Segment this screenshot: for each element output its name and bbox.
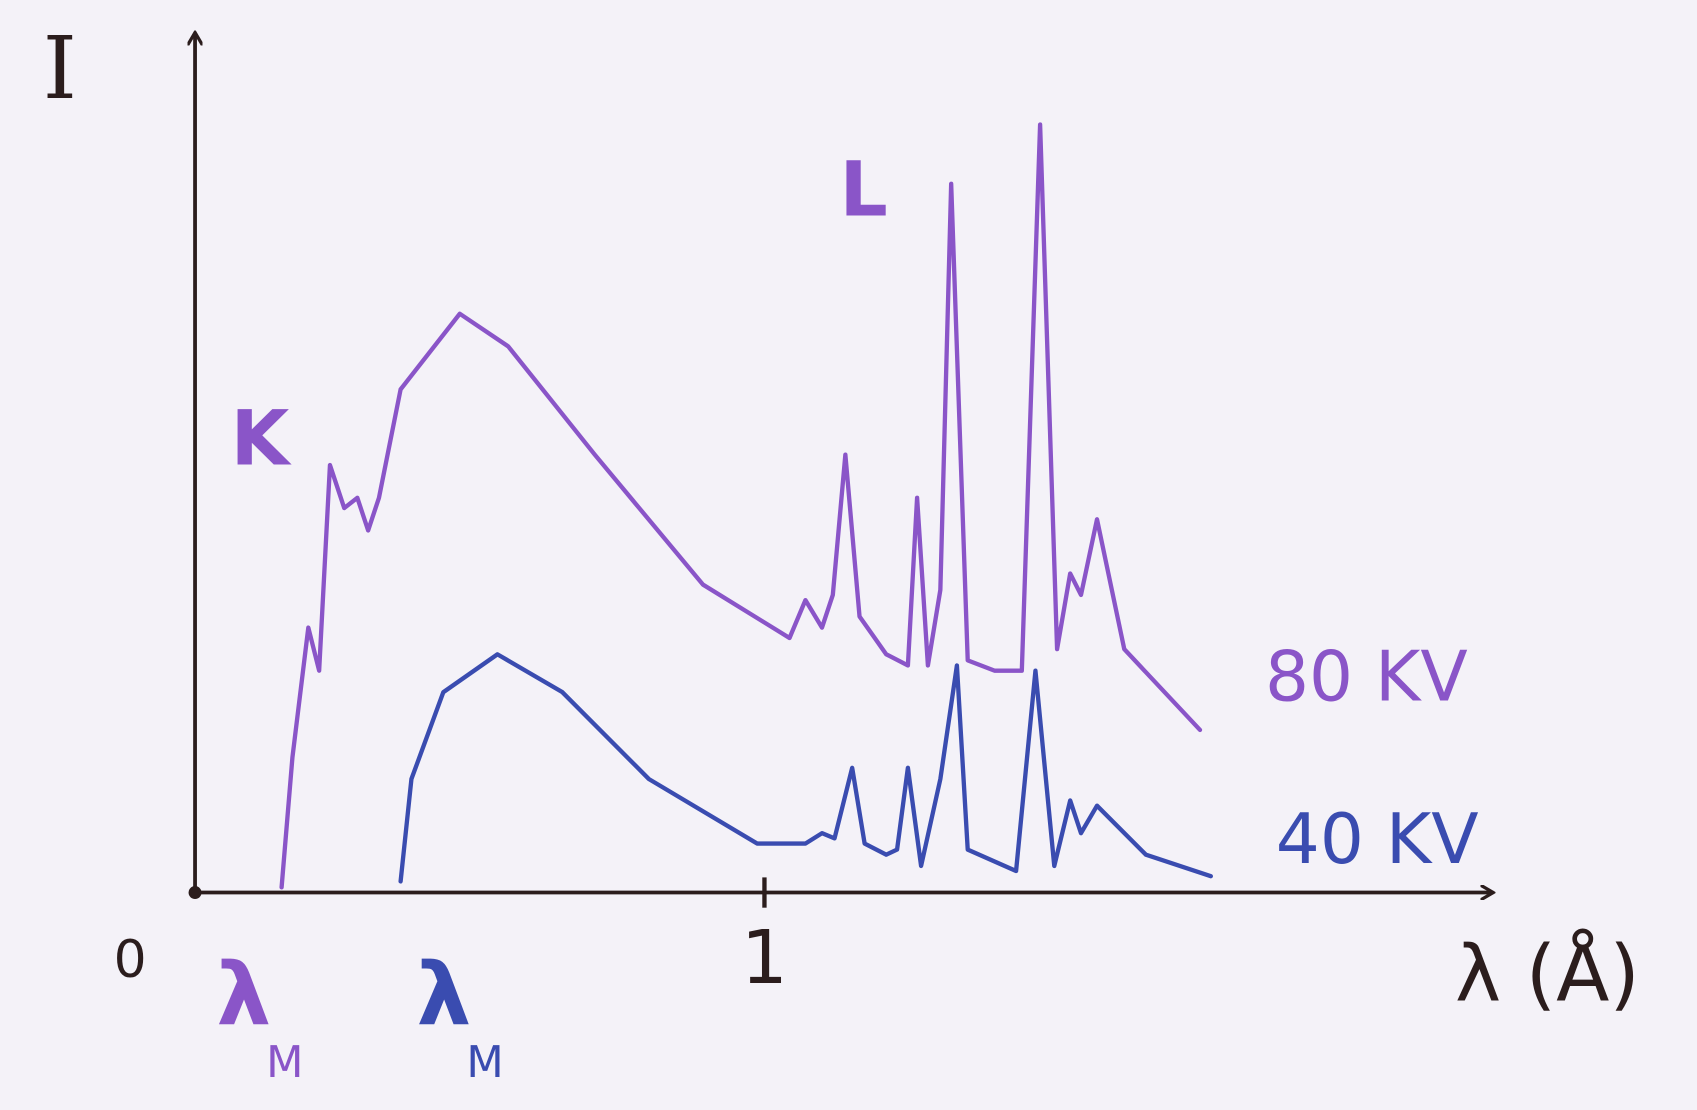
series-line — [279, 122, 1203, 890]
annotation: λ — [416, 946, 471, 1046]
x-axis-label: λ (Å) — [1455, 928, 1640, 1020]
annotation-subscript: M — [266, 1038, 303, 1088]
annotation: K — [231, 395, 292, 483]
annotation: λ — [216, 946, 271, 1046]
series-label: 80 KV — [1265, 637, 1468, 717]
x-tick-label: 0 — [114, 930, 147, 990]
origin-dot — [188, 886, 202, 900]
series-label: 40 KV — [1276, 800, 1479, 880]
series-line — [398, 652, 1213, 884]
y-axis-label: I — [43, 19, 77, 119]
annotation: L — [840, 146, 888, 234]
x-tick-label: 1 — [741, 916, 788, 1001]
annotation-subscript: M — [466, 1038, 503, 1088]
